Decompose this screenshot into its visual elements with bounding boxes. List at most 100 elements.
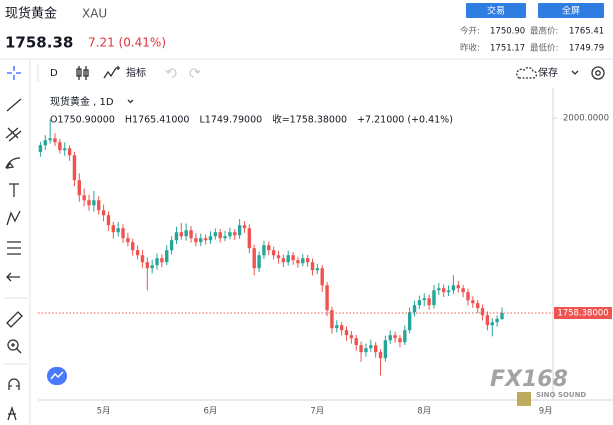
indicator-icon[interactable] — [103, 66, 120, 79]
candle-body — [43, 140, 47, 146]
stat-value: 1765.41 — [569, 27, 604, 37]
candle-body — [194, 238, 198, 243]
interval-button[interactable]: D — [50, 68, 58, 79]
candle-body — [427, 298, 431, 306]
redo-button[interactable] — [189, 68, 201, 78]
candle-body — [228, 232, 232, 237]
candle-body — [77, 180, 81, 196]
candle-body — [286, 255, 290, 263]
candle-body — [407, 312, 412, 331]
candle-body — [237, 225, 242, 236]
indicators-button[interactable]: 指标 — [126, 66, 146, 79]
candle-body — [271, 250, 276, 256]
lock-tool[interactable] — [7, 405, 17, 421]
candle-body — [242, 225, 247, 229]
candle-body — [310, 262, 315, 271]
candle-body — [140, 255, 145, 263]
candle-body — [495, 318, 499, 323]
candle-body — [281, 258, 286, 263]
candle-body — [121, 228, 125, 239]
fib-tool[interactable] — [5, 127, 22, 142]
legend-menu-arrow[interactable] — [127, 99, 134, 104]
pattern-tool[interactable] — [6, 210, 21, 226]
candle-body — [373, 345, 378, 353]
candle-body — [87, 200, 91, 206]
trade-button[interactable] — [466, 3, 526, 18]
candle-body — [208, 236, 213, 241]
text-tool[interactable] — [9, 183, 19, 197]
candle-body — [403, 330, 407, 343]
candle-body — [67, 148, 72, 156]
candle-body — [325, 285, 329, 311]
candle-body — [466, 292, 470, 301]
candle-body — [344, 330, 349, 336]
candle-body — [199, 238, 203, 243]
trend-line-tool[interactable] — [6, 98, 22, 112]
back-tool[interactable] — [6, 272, 20, 282]
last-price-badge — [554, 307, 612, 320]
legend-value: O1750.90000 — [50, 115, 115, 126]
candle-body — [63, 148, 67, 151]
legend-value: +7.21000 (+0.41%) — [357, 115, 453, 126]
crosshair-tool[interactable] — [7, 66, 21, 80]
candle-body — [38, 145, 43, 152]
candle-body — [393, 335, 397, 339]
stat-label: 今开: — [460, 26, 480, 37]
settings-button[interactable] — [591, 66, 605, 80]
candle-body — [97, 200, 101, 211]
candle-body — [72, 155, 77, 181]
x-tick-label: 5月 — [97, 407, 111, 417]
legend-title: 现货黄金 , 1D — [50, 95, 114, 108]
candle-body — [490, 322, 494, 326]
candle-body — [398, 338, 402, 343]
candle-body — [82, 195, 86, 201]
watermark-logo — [517, 392, 531, 406]
undo-button[interactable] — [165, 68, 177, 78]
candle-body — [257, 255, 261, 269]
candle-body — [267, 245, 271, 251]
last-price-label: 1758.38000 — [557, 309, 608, 319]
candle-body — [53, 138, 57, 143]
candle-body — [189, 230, 193, 239]
cloud-icon[interactable] — [516, 66, 538, 79]
y-tick-label: 2000.0000 — [563, 114, 609, 124]
stat-value: 1751.17 — [490, 44, 525, 54]
fullscreen-button[interactable] — [538, 3, 604, 18]
candle-body — [335, 325, 339, 329]
candle-body — [106, 215, 111, 226]
zoom-tool[interactable] — [7, 339, 22, 354]
candle-body — [349, 335, 354, 339]
watermark-subtitle: SINO SOUND — [536, 391, 586, 399]
price-change: 7.21 (0.41%) — [88, 36, 166, 50]
last-price: 1758.38 — [5, 34, 73, 52]
candle-type-button[interactable] — [76, 66, 89, 80]
magnet-tool[interactable] — [8, 378, 20, 390]
trade-button-label[interactable]: 交易 — [487, 5, 505, 17]
candle-body — [500, 313, 504, 320]
candle-body — [150, 265, 154, 269]
candle-body — [461, 288, 465, 293]
measure-tool[interactable] — [6, 311, 23, 328]
prediction-tool[interactable] — [7, 241, 21, 255]
candle-body — [475, 303, 480, 309]
stat-label: 最低价: — [530, 43, 558, 54]
brush-tool[interactable] — [5, 157, 21, 169]
candle-body — [155, 258, 159, 266]
candle-body — [111, 225, 116, 233]
candle-body — [179, 232, 184, 237]
stat-label: 最高价: — [530, 26, 558, 37]
candle-body — [223, 236, 227, 239]
save-button[interactable]: 保存 — [538, 66, 558, 79]
candle-body — [383, 340, 388, 359]
candle-body — [92, 200, 96, 206]
candle-body — [339, 325, 344, 331]
fullscreen-button-label[interactable]: 全屏 — [562, 5, 580, 17]
candle-body — [354, 338, 358, 346]
candle-body — [203, 238, 208, 241]
candle-body — [169, 240, 174, 251]
plot: O1750.90000 H1765.41000 L1749.79000 收=1758.… — [38, 114, 612, 417]
candle-body — [101, 210, 106, 216]
save-menu-arrow[interactable] — [571, 70, 579, 75]
candle-body — [262, 245, 266, 256]
